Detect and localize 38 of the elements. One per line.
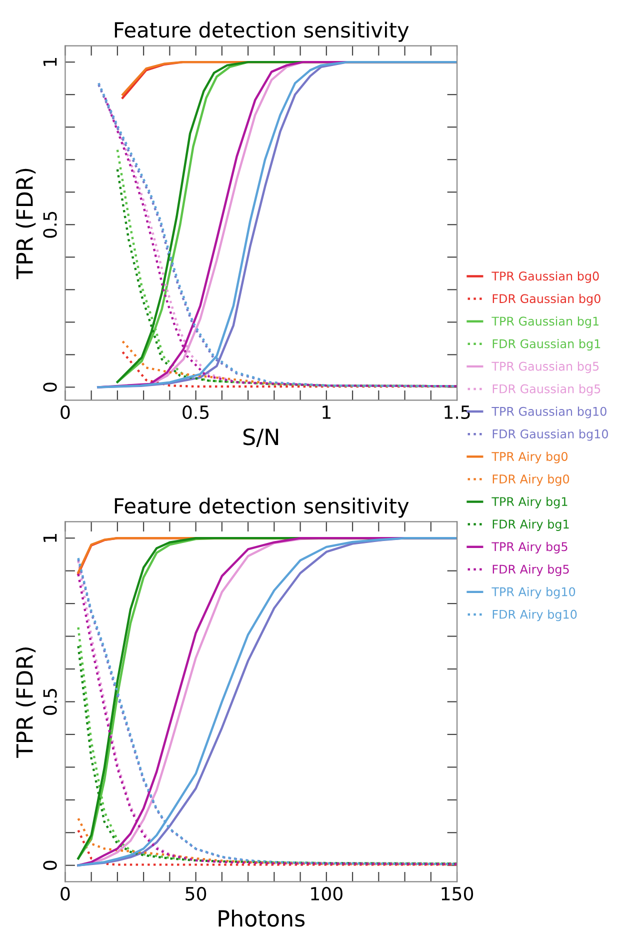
x-tick-label: 100 <box>311 886 342 901</box>
y-tick-label: 0.5 <box>43 212 57 238</box>
legend-label: TPR Gaussian bg0 <box>492 271 599 283</box>
x-tick-label: 150 <box>442 886 474 901</box>
x-tick-label: 1.5 <box>444 406 470 420</box>
legend-label: FDR Gaussian bg0 <box>492 294 600 306</box>
legend-label: FDR Airy bg0 <box>492 474 570 486</box>
y-tick-label: 0.5 <box>43 688 57 715</box>
y-tick-label: 1 <box>43 58 57 66</box>
legend-label: TPR Airy bg10 <box>492 587 576 599</box>
legend-label: FDR Airy bg10 <box>492 610 577 622</box>
y-tick-label: 1 <box>43 534 57 542</box>
x-tick-label: 1 <box>322 406 330 419</box>
x-tick-label: 0.5 <box>182 405 209 420</box>
line-series <box>77 817 458 866</box>
legend-label: TPR Airy bg0 <box>492 452 568 464</box>
legend-label: TPR Airy bg1 <box>492 496 568 508</box>
x-axis-title: S/N <box>243 428 278 448</box>
x-tick-label: 50 <box>186 886 206 901</box>
chart-title: Feature detection sensitivity <box>114 22 409 42</box>
x-tick-label: 0 <box>60 886 70 901</box>
chart-title: Feature detection sensitivity <box>114 498 409 518</box>
legend-label: TPR Gaussian bg5 <box>492 362 599 374</box>
x-tick-label: 0 <box>60 405 70 420</box>
y-tick-label: 0 <box>43 382 57 392</box>
legend-label: TPR Airy bg5 <box>492 542 568 554</box>
legend-label: TPR Gaussian bg1 <box>492 316 599 328</box>
legend-label: FDR Airy bg5 <box>492 564 569 576</box>
y-axis-title: TPR (FDR) <box>16 168 36 280</box>
legend-label: FDR Airy bg1 <box>492 519 569 531</box>
legend-label: FDR Gaussian bg1 <box>492 339 600 351</box>
legend-label: TPR Gaussian bg10 <box>492 406 606 418</box>
x-axis-title: Photons <box>218 910 305 927</box>
y-axis-title: TPR (FDR) <box>16 648 36 758</box>
y-tick-label: 0 <box>43 860 57 870</box>
legend-label: FDR Gaussian bg10 <box>492 429 608 441</box>
line-series <box>77 829 458 866</box>
legend-label: FDR Gaussian bg5 <box>492 384 600 396</box>
